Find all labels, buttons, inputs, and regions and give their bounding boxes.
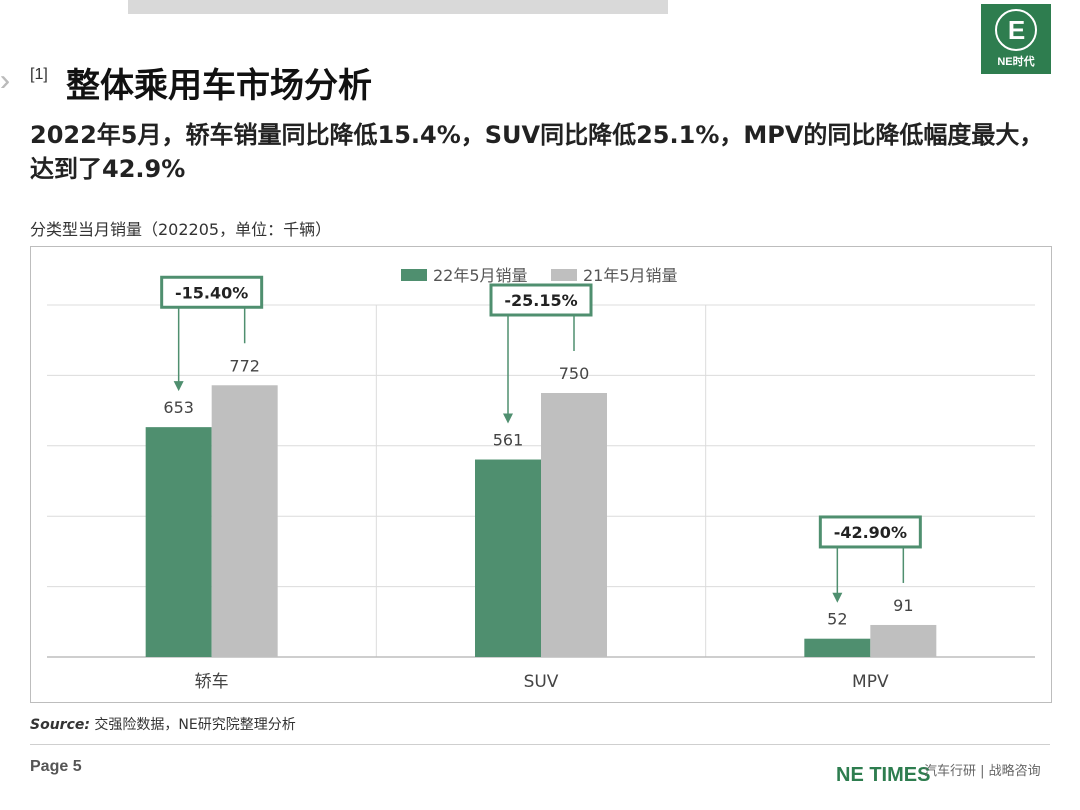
brand-tagline: 汽车行研 | 战略咨询	[924, 764, 1041, 779]
bar	[541, 393, 607, 657]
source-text: 交强险数据，NE研究院整理分析	[89, 717, 296, 733]
logo-mark: E	[995, 9, 1037, 51]
bar	[804, 638, 871, 657]
ne-times-logo: E NE时代	[981, 4, 1051, 74]
bar	[211, 385, 278, 657]
page-number: Page 5	[30, 758, 82, 775]
change-label: -42.90%	[834, 523, 907, 542]
source-note: Source: 交强险数据，NE研究院整理分析	[30, 714, 296, 734]
data-label: 653	[163, 398, 194, 417]
bar-chart: 22年5月销量 21年5月销量 653 772 轿车 -15.40% 561 750 SUV -2…	[47, 266, 1035, 692]
change-callout-box	[160, 275, 264, 309]
footer-rule	[30, 744, 1050, 745]
category-label: 轿车	[195, 672, 229, 692]
change-callout-box	[818, 515, 922, 549]
page-title: 整体乘用车市场分析	[66, 66, 372, 106]
source-label: Source:	[30, 717, 90, 733]
change-label: -25.15%	[504, 291, 577, 310]
data-label: 750	[559, 364, 590, 383]
chart-panel: 22年5月销量 21年5月销量 653 772 轿车 -15.40% 561 750 SUV -2…	[30, 246, 1052, 703]
bar	[145, 427, 212, 657]
legend-swatch	[551, 269, 577, 281]
brand-name: NE TIMES	[836, 764, 931, 786]
bar	[475, 459, 541, 657]
top-rule	[128, 0, 668, 14]
chart-caption: 分类型当月销量（202205，单位：千辆）	[30, 220, 332, 239]
change-callout-box	[489, 283, 593, 317]
bar	[870, 624, 937, 657]
category-label: MPV	[852, 672, 889, 692]
data-label: 772	[229, 356, 260, 375]
logo-text: NE时代	[997, 56, 1035, 68]
arrow-head-icon	[832, 592, 843, 603]
arrow-head-icon	[503, 413, 513, 424]
section-number: [1]	[30, 66, 48, 83]
change-label: -15.40%	[175, 283, 248, 302]
arrow-head-icon	[173, 381, 184, 392]
category-label: SUV	[524, 672, 559, 692]
data-label: 561	[493, 431, 524, 450]
legend-label: 21年5月销量	[583, 266, 678, 285]
data-label: 91	[893, 596, 913, 615]
data-label: 52	[827, 610, 847, 629]
page-subtitle: 2022年5月，轿车销量同比降低15.4%，SUV同比降低25.1%，MPV的同…	[30, 121, 1044, 183]
legend-label: 22年5月销量	[433, 266, 528, 285]
legend-swatch	[401, 269, 427, 281]
